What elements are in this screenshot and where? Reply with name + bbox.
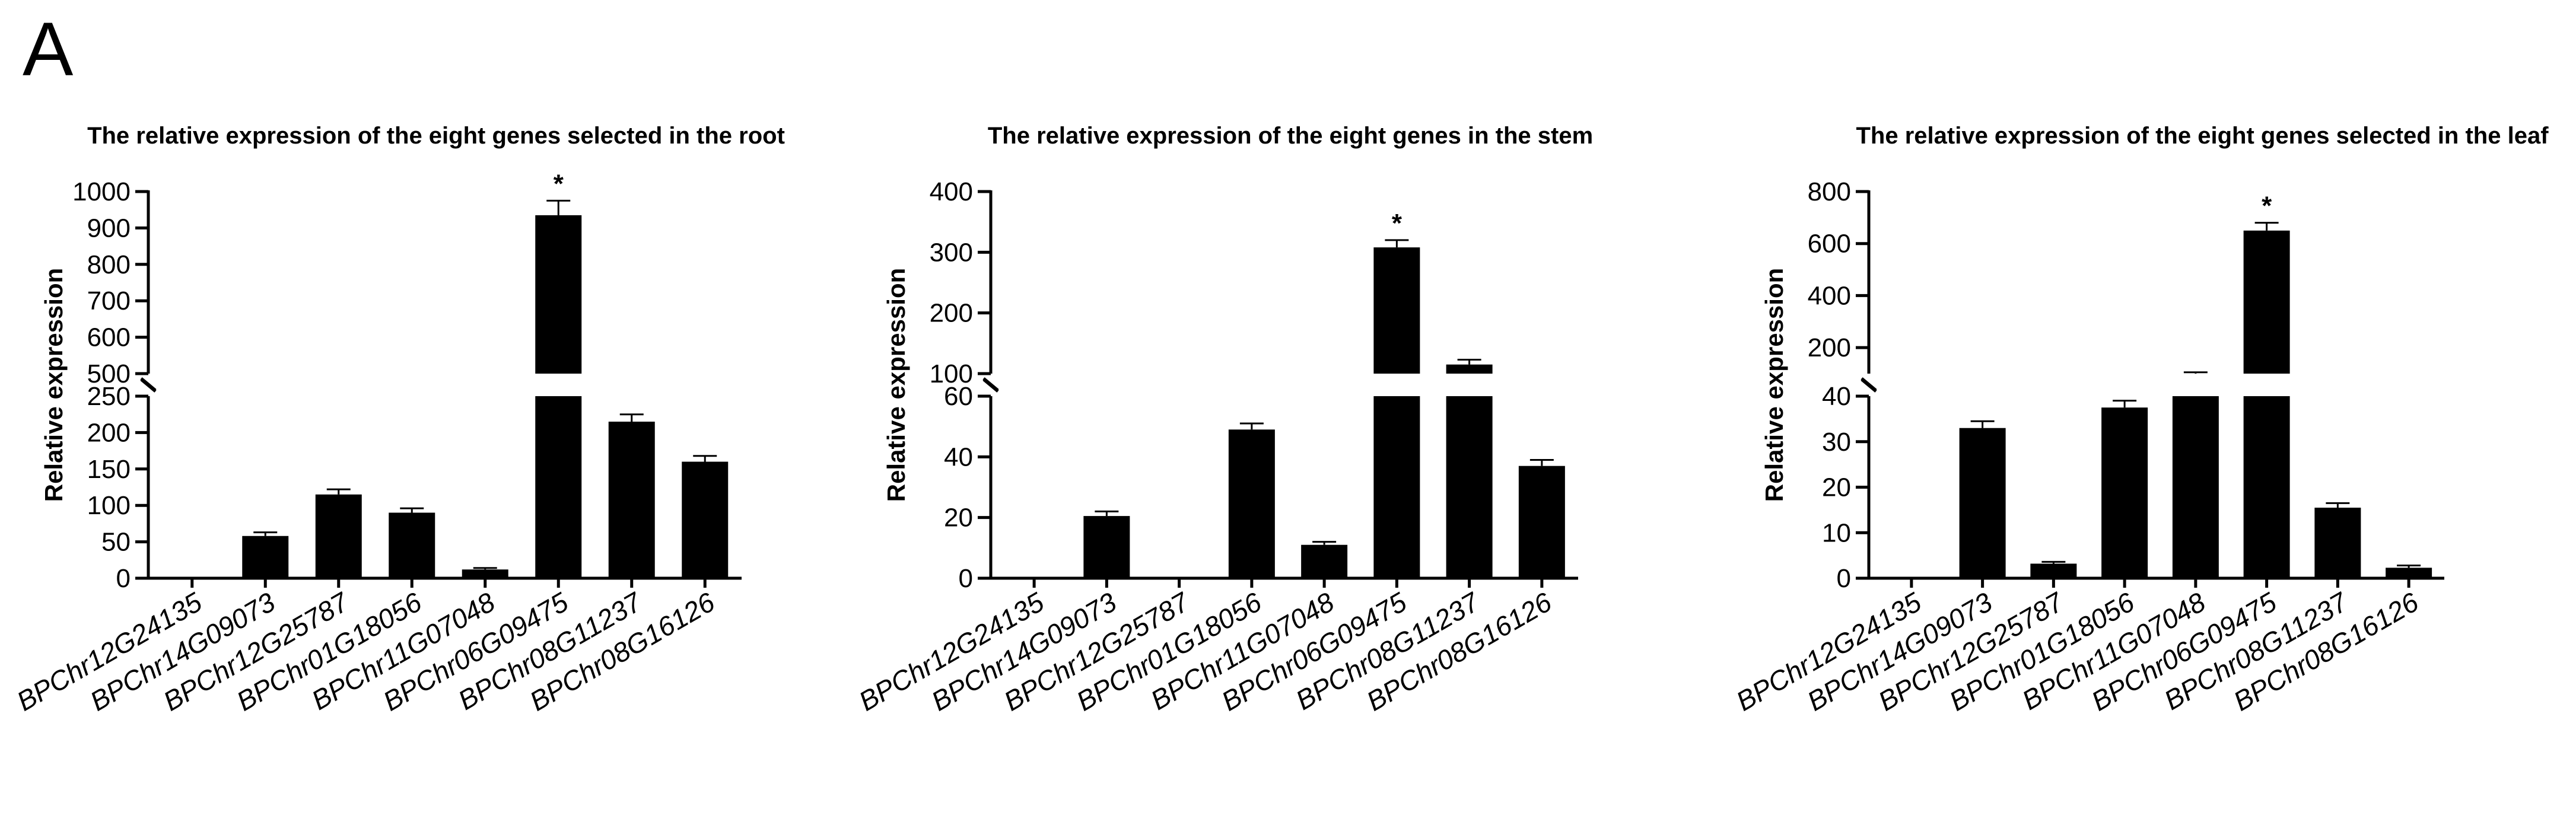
- bar: [535, 396, 582, 578]
- bar: [1373, 396, 1420, 578]
- bar: [2243, 230, 2290, 374]
- y-tick-label: 200: [87, 418, 131, 447]
- panel-letter: A: [23, 7, 74, 92]
- y-tick-label: 800: [1808, 177, 1851, 206]
- axis-break-mark: [1861, 378, 1877, 393]
- y-tick-label: 10: [1822, 518, 1851, 547]
- bar: [1446, 396, 1493, 578]
- axis-break-mark: [140, 378, 157, 393]
- significance-marker: *: [554, 169, 564, 198]
- bar: [315, 494, 362, 578]
- y-tick-label: 400: [1808, 281, 1851, 310]
- y-tick-label: 40: [1822, 382, 1851, 411]
- y-tick-label: 200: [930, 299, 973, 328]
- bar: [462, 569, 508, 578]
- y-tick-label: 20: [944, 503, 973, 533]
- bar: [1083, 516, 1130, 578]
- bar: [2101, 407, 2148, 578]
- bar: [242, 536, 289, 578]
- bar: [1228, 429, 1275, 578]
- significance-marker: *: [1392, 209, 1403, 238]
- bar: [1888, 576, 1935, 578]
- bar: [2386, 568, 2432, 578]
- chart-2: The relative expression of the eight gen…: [1731, 123, 2549, 717]
- bar: [535, 215, 582, 374]
- y-tick-label: 300: [930, 238, 973, 267]
- chart-title: The relative expression of the eight gen…: [988, 123, 1593, 149]
- bar: [1959, 428, 2006, 578]
- bar: [389, 512, 435, 578]
- y-tick-label: 400: [930, 177, 973, 206]
- bar: [1301, 544, 1348, 578]
- bar: [608, 421, 655, 578]
- y-tick-label: 100: [87, 491, 131, 520]
- y-tick-label: 600: [1808, 230, 1851, 259]
- y-axis-label: Relative expression: [40, 268, 68, 502]
- y-tick-label: 50: [101, 528, 131, 557]
- y-tick-label: 200: [1808, 333, 1851, 362]
- y-tick-label: 1000: [72, 177, 131, 206]
- y-tick-label: 0: [959, 564, 973, 593]
- y-axis-label: Relative expression: [1760, 268, 1788, 502]
- bar: [2030, 563, 2077, 578]
- y-tick-label: 20: [1822, 473, 1851, 502]
- bar: [1373, 247, 1420, 374]
- bar: [682, 461, 729, 578]
- y-tick-label: 250: [87, 382, 131, 411]
- y-tick-label: 600: [87, 323, 131, 352]
- y-tick-label: 30: [1822, 428, 1851, 457]
- bar: [2243, 396, 2290, 578]
- y-axis-label: Relative expression: [882, 268, 910, 502]
- y-tick-label: 100: [930, 359, 973, 388]
- axis-break-mark: [982, 378, 999, 393]
- bar: [1446, 364, 1493, 374]
- significance-marker: *: [2262, 192, 2272, 221]
- bar: [2172, 396, 2219, 578]
- y-tick-label: 60: [944, 382, 973, 411]
- y-tick-label: 0: [116, 564, 131, 593]
- chart-title: The relative expression of the eight gen…: [87, 123, 785, 149]
- y-tick-label: 500: [87, 359, 131, 388]
- chart-1: The relative expression of the eight gen…: [854, 123, 1593, 717]
- y-tick-label: 0: [1837, 564, 1851, 593]
- y-tick-label: 40: [944, 442, 973, 471]
- bar: [1011, 577, 1058, 578]
- y-tick-label: 900: [87, 213, 131, 243]
- y-tick-label: 800: [87, 250, 131, 279]
- y-tick-label: 700: [87, 286, 131, 316]
- bar: [1518, 466, 1565, 578]
- chart-title: The relative expression of the eight gen…: [1856, 123, 2549, 149]
- bar: [2314, 508, 2361, 578]
- chart-0: The relative expression of the eight gen…: [11, 123, 785, 717]
- y-tick-label: 150: [87, 455, 131, 484]
